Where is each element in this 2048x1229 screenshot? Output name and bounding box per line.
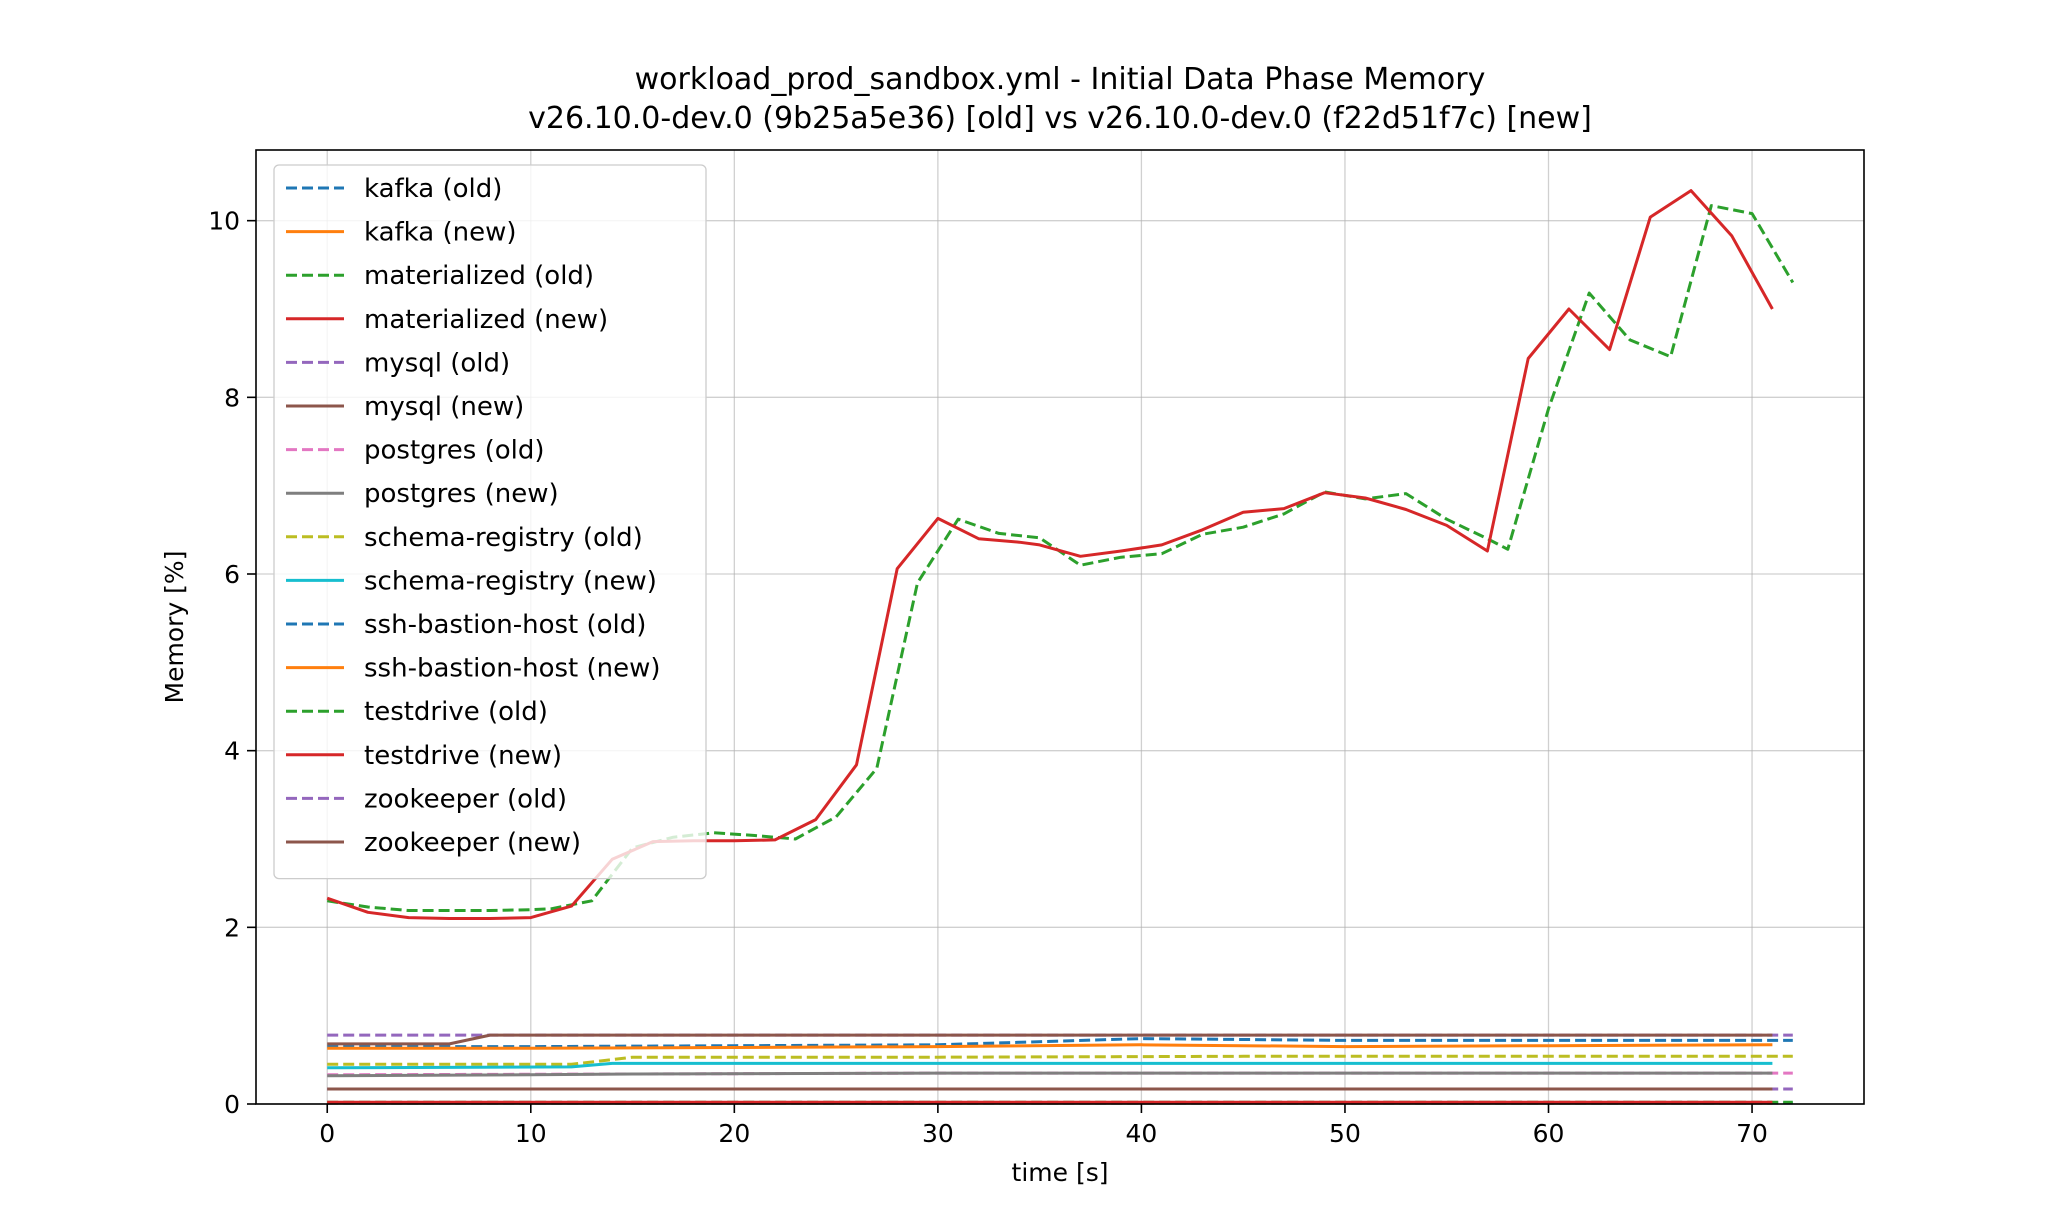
legend-entry: schema-registry (old)	[364, 523, 643, 553]
legend-entry: ssh-bastion-host (old)	[364, 610, 646, 640]
x-tick-label: 70	[1736, 1119, 1768, 1148]
series-line-materialized-new	[326, 189, 1774, 920]
series-line-schema-registry-old	[327, 1054, 1793, 1066]
legend-entry: zookeeper (new)	[364, 828, 581, 858]
x-tick-label: 10	[515, 1119, 547, 1148]
legend-entry: zookeeper (old)	[364, 784, 567, 814]
y-tick-label: 8	[224, 383, 240, 412]
legend-entry: testdrive (new)	[364, 741, 562, 771]
y-tick-label: 4	[224, 737, 240, 766]
legend-entry: mysql (new)	[364, 392, 524, 422]
chart-subtitle: v26.10.0-dev.0 (9b25a5e36) [old] vs v26.…	[528, 101, 1592, 136]
legend-box	[273, 164, 707, 880]
series-line-zookeeper-new	[327, 1033, 1773, 1046]
series-line-kafka-old	[327, 1037, 1793, 1049]
legend-entry: schema-registry (new)	[364, 566, 657, 596]
y-tick-label: 10	[208, 207, 240, 236]
y-axis-label: Memory [%]	[160, 551, 189, 704]
x-tick-label: 0	[319, 1119, 335, 1148]
legend: kafka (old) kafka (new) materialized (old)…	[273, 164, 707, 880]
chart-title: workload_prod_sandbox.yml - Initial Data…	[635, 62, 1486, 97]
series-line-schema-registry-new	[327, 1061, 1773, 1070]
legend-entry: materialized (new)	[364, 305, 608, 335]
legend-entry: materialized (old)	[364, 261, 594, 291]
y-tick-label: 0	[224, 1090, 240, 1119]
x-tick-label: 40	[1126, 1119, 1158, 1148]
legend-entry: kafka (old)	[364, 174, 502, 204]
x-tick-label: 30	[922, 1119, 954, 1148]
legend-entry: ssh-bastion-host (new)	[364, 654, 661, 684]
x-tick-label: 60	[1533, 1119, 1565, 1148]
y-tick-label: 2	[224, 913, 240, 942]
legend-entry: kafka (new)	[364, 218, 517, 248]
x-tick-label: 50	[1329, 1119, 1361, 1148]
legend-entry: postgres (old)	[364, 436, 545, 466]
x-tick-label: 20	[718, 1119, 750, 1148]
x-axis-label: time [s]	[1012, 1158, 1109, 1187]
series-lines	[326, 189, 1795, 1105]
axis-ticks: 0 10 20 30 40 50 60 70 0 2 4 6 8 10	[208, 207, 1768, 1148]
legend-entry: testdrive (old)	[364, 697, 548, 727]
plot-frame	[255, 149, 1865, 1105]
legend-entry: postgres (new)	[364, 479, 559, 509]
y-tick-label: 6	[224, 560, 240, 589]
series-line-kafka-new	[327, 1043, 1773, 1050]
legend-entry: mysql (old)	[364, 348, 510, 378]
series-line-postgres-new	[327, 1071, 1773, 1078]
